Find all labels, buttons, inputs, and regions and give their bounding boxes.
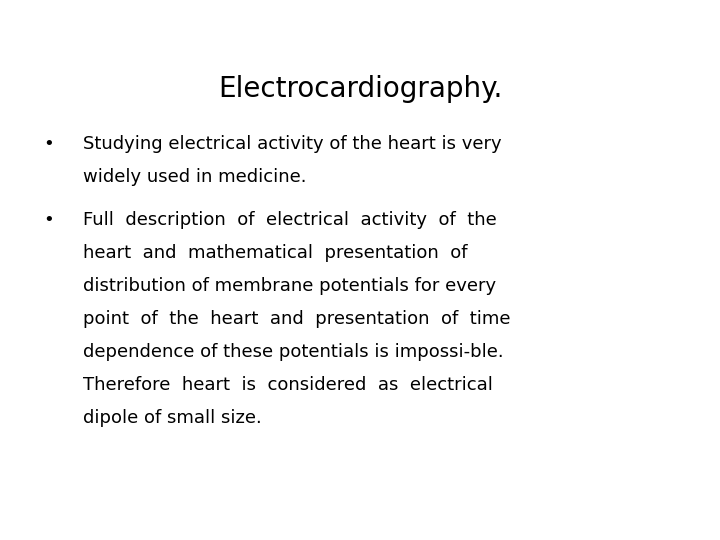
Text: Studying electrical activity of the heart is very: Studying electrical activity of the hear… bbox=[83, 135, 501, 153]
Text: heart  and  mathematical  presentation  of: heart and mathematical presentation of bbox=[83, 244, 467, 262]
Text: •: • bbox=[43, 135, 54, 153]
Text: dependence of these potentials is impossi-ble.: dependence of these potentials is imposs… bbox=[83, 343, 503, 361]
Text: •: • bbox=[43, 211, 54, 229]
Text: distribution of membrane potentials for every: distribution of membrane potentials for … bbox=[83, 277, 496, 295]
Text: widely used in medicine.: widely used in medicine. bbox=[83, 168, 306, 186]
Text: Full  description  of  electrical  activity  of  the: Full description of electrical activity … bbox=[83, 211, 497, 229]
Text: Electrocardiography.: Electrocardiography. bbox=[218, 75, 502, 103]
Text: dipole of small size.: dipole of small size. bbox=[83, 409, 261, 427]
Text: point  of  the  heart  and  presentation  of  time: point of the heart and presentation of t… bbox=[83, 310, 510, 328]
Text: Therefore  heart  is  considered  as  electrical: Therefore heart is considered as electri… bbox=[83, 376, 492, 394]
